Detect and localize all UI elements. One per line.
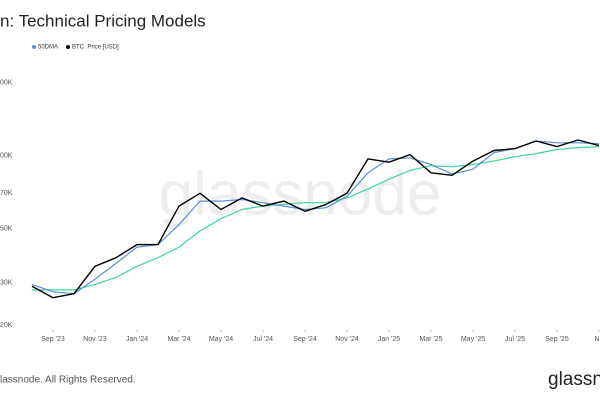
x-tick-label: Mar '25 <box>419 336 442 343</box>
x-tick-label: Mar '24 <box>167 336 190 343</box>
legend-marker <box>66 45 71 49</box>
legend-label: 50DMA <box>38 45 58 51</box>
x-tick-label: Jan '25 <box>378 336 400 343</box>
y-tick-label: 50K <box>0 226 13 233</box>
x-tick-label: Jan '24 <box>126 336 148 343</box>
y-tick-label: 70K <box>0 190 13 197</box>
x-tick-label: Sep '24 <box>293 336 317 343</box>
watermark: glassnode <box>159 159 442 228</box>
legend-marker <box>32 45 36 49</box>
y-tick-label: 30K <box>0 279 13 286</box>
x-tick-label: Sep '23 <box>41 336 65 343</box>
x-tick-label: Nov '24 <box>335 336 359 343</box>
footer: lassnode. All Rights Reserved. <box>0 375 136 386</box>
x-tick-label: May '24 <box>209 336 233 343</box>
logo: glassno <box>548 369 600 390</box>
x-tick-label: Jul '25 <box>505 336 525 343</box>
x-tick-label: Sep '25 <box>545 336 569 343</box>
series-line <box>32 146 600 291</box>
y-tick-label: 00K <box>0 79 13 86</box>
chart-title: n: Technical Pricing Models <box>0 11 206 30</box>
x-tick-label: Nov '23 <box>83 336 107 343</box>
legend-label: BTC: Price [USD] <box>72 45 119 51</box>
legend: 50DMA BTC: Price [USD] <box>32 45 119 51</box>
x-tick-label: Jul '24 <box>253 336 273 343</box>
series-line <box>31 139 600 299</box>
y-tick-label: 20K <box>0 322 13 329</box>
x-tick-label: No <box>595 336 600 343</box>
series-line <box>31 140 600 295</box>
y-tick-label: 00K <box>0 153 13 160</box>
x-tick-label: May '25 <box>461 336 485 343</box>
